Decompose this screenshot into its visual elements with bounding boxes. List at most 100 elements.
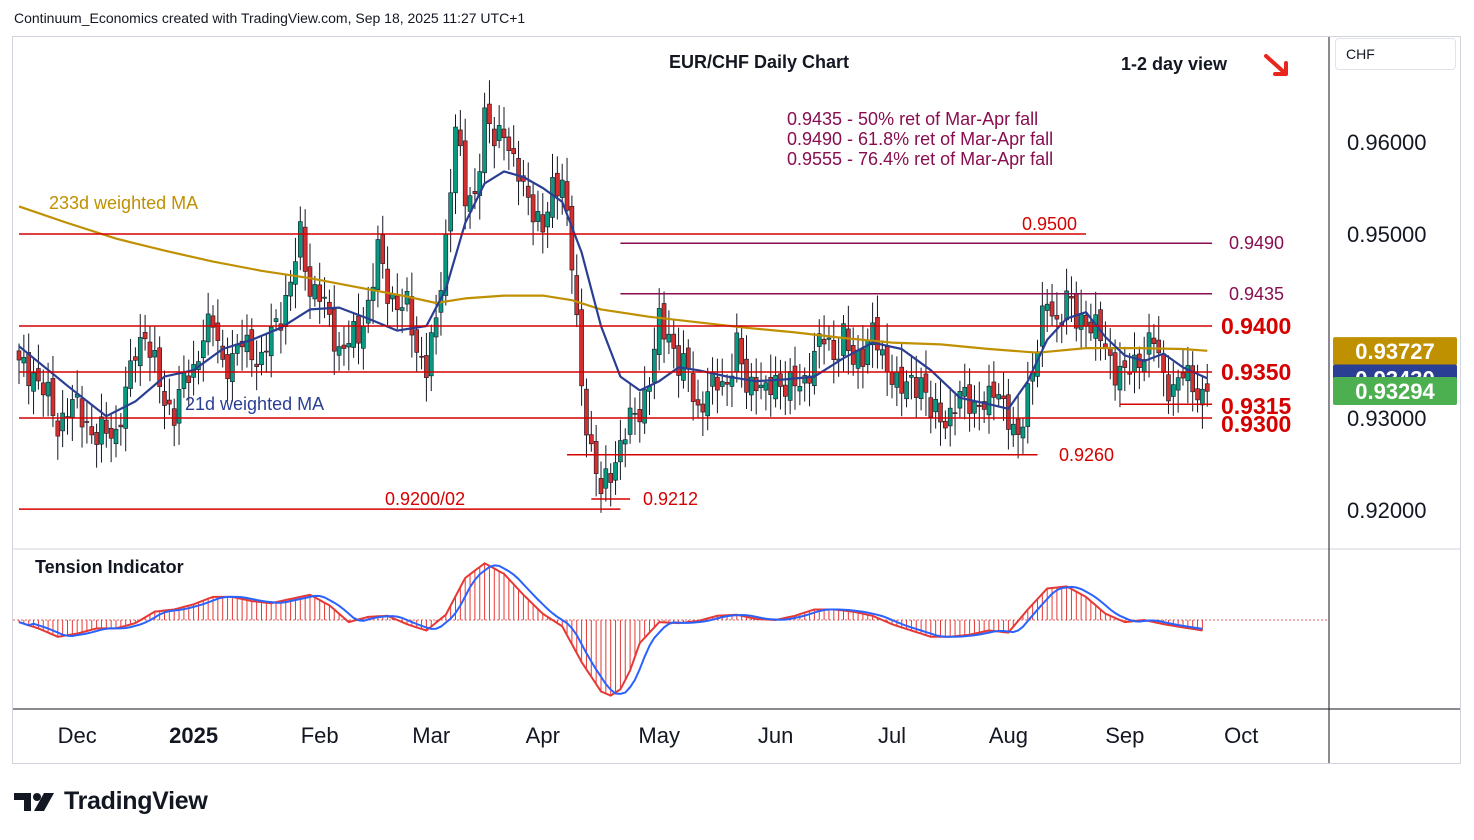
candle-body [356, 315, 361, 344]
x-tick-label: Aug [989, 723, 1028, 748]
candle-body [297, 221, 303, 258]
candle-body [899, 366, 905, 394]
candle-body [104, 419, 109, 434]
candle-body [108, 427, 114, 439]
candle-body [559, 179, 565, 198]
brand-footer[interactable]: TradingView [14, 787, 208, 816]
candle-body [569, 206, 575, 271]
candle-body [215, 322, 221, 341]
candle-body [453, 126, 458, 194]
candle-body [501, 128, 507, 139]
candle-body [472, 191, 478, 195]
candle-body [879, 349, 885, 356]
candle-body [201, 340, 206, 359]
candle-body [744, 358, 749, 393]
brand-name: TradingView [64, 787, 208, 815]
candle-body [656, 308, 662, 355]
currency-label: CHF [1346, 46, 1375, 62]
indicator-fast-line [18, 562, 1203, 697]
candle-body [627, 407, 633, 435]
candle-body [331, 308, 337, 352]
price-badge-label: 0.93294 [1355, 379, 1435, 404]
level-label-0.9260: 0.9260 [1059, 445, 1114, 465]
y-tick-label: 0.95000 [1347, 222, 1427, 247]
candle-body [991, 381, 997, 398]
fib-note-2: 0.9490 - 61.8% ret of Mar-Apr fall [787, 129, 1053, 149]
candle-body [511, 148, 517, 155]
candle-body [719, 381, 725, 387]
level-label-0.9400: 0.9400 [1221, 313, 1291, 339]
candle-body [584, 388, 589, 436]
y-tick-label: 0.92000 [1347, 498, 1427, 523]
candle-body [394, 295, 400, 311]
candle-body [1010, 423, 1016, 436]
candle-body [162, 391, 167, 406]
candle-body [555, 172, 560, 197]
ma21-label: 21d weighted MA [185, 394, 324, 414]
candle-body [31, 372, 36, 392]
candle-body [981, 401, 987, 410]
candle-body [545, 211, 550, 228]
candle-body [676, 345, 681, 376]
candle-body [773, 375, 778, 400]
candle-body [293, 261, 298, 285]
candle-body [579, 309, 584, 387]
candle-body [1001, 395, 1006, 400]
candle-body [705, 391, 711, 417]
candle-body [962, 387, 968, 397]
candle-body [535, 211, 541, 222]
candle-body [361, 326, 366, 349]
fib-note-1: 0.9435 - 50% ret of Mar-Apr fall [787, 109, 1038, 129]
candle-body [264, 350, 269, 353]
candle-body [26, 352, 31, 387]
candle-body [433, 317, 439, 338]
candle-body [1112, 352, 1118, 386]
y-tick-label: 0.96000 [1347, 130, 1427, 155]
candle-body [482, 107, 487, 174]
candle-body [302, 226, 308, 272]
candle-body [380, 234, 386, 264]
candle-body [642, 389, 647, 424]
x-tick-label: Oct [1224, 723, 1258, 748]
candle-body [564, 181, 570, 211]
x-tick-label: May [638, 723, 680, 748]
candle-body [399, 307, 405, 311]
candle-body [36, 368, 41, 382]
candle-body [574, 275, 580, 316]
candle-body [462, 140, 468, 207]
candle-body [972, 401, 977, 414]
candle-body [928, 397, 934, 418]
candle-body [593, 440, 599, 474]
candle-body [787, 371, 793, 401]
candle-body [375, 239, 381, 291]
candle-body [1069, 295, 1074, 299]
candle-body [244, 334, 250, 353]
candle-body [220, 345, 225, 360]
candle-body [913, 377, 919, 398]
candle-body [976, 404, 982, 407]
chart-frame[interactable]: 0.9500 0.9490 0.9435 0.9400 0.9350 0.9315 0.93… [12, 36, 1461, 764]
candle-body [186, 375, 192, 383]
candle-body [1190, 365, 1195, 393]
candle-body [875, 317, 880, 351]
candle-body [254, 363, 259, 367]
candle-body [283, 294, 289, 327]
candle-body [1074, 293, 1079, 329]
chart-svg[interactable]: 0.95000.94900.94350.94000.93500.93150.93… [13, 37, 1460, 763]
candle-body [181, 372, 187, 389]
currency-selector[interactable]: CHF [1335, 38, 1456, 70]
down-right-arrow-icon [1264, 54, 1288, 76]
candle-body [171, 408, 177, 426]
candle-body [1200, 388, 1205, 406]
candle-body [652, 348, 657, 383]
candle-body [690, 373, 696, 402]
candle-body [637, 409, 643, 423]
candle-body [860, 348, 866, 367]
x-tick-label: Mar [412, 723, 450, 748]
candle-body [763, 382, 769, 391]
candle-body [16, 350, 22, 361]
candle-body [1161, 353, 1166, 373]
candle-body [55, 420, 61, 437]
candle-body [540, 214, 546, 233]
candle-body [855, 349, 861, 369]
